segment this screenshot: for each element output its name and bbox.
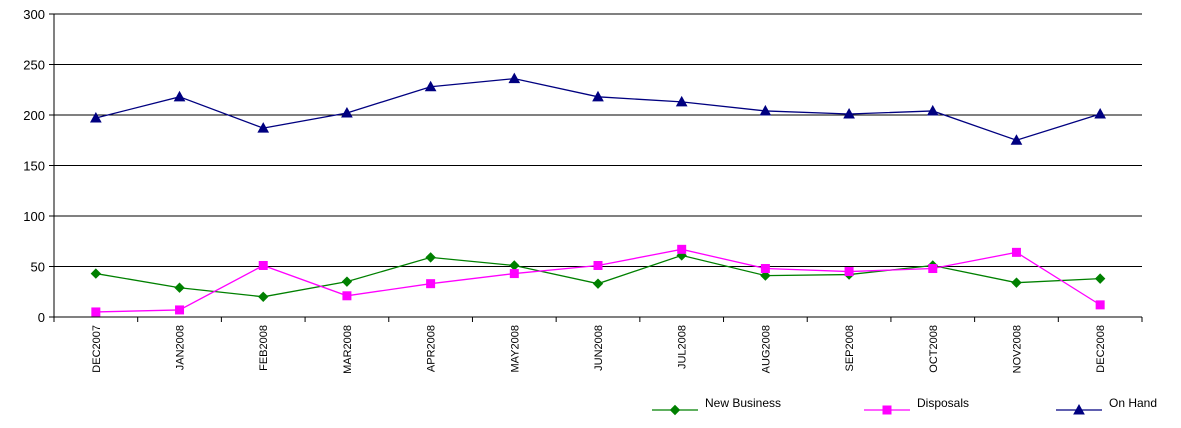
data-point-new-business	[174, 282, 185, 293]
data-point-disposals	[760, 264, 770, 274]
x-tick-label: JAN2008	[175, 325, 187, 370]
legend-marker-new-business	[669, 404, 681, 416]
data-point-new-business	[760, 270, 771, 281]
data-point-disposals	[844, 267, 854, 277]
x-tick-label: JUN2008	[593, 325, 605, 371]
x-tick-label: APR2008	[426, 325, 438, 372]
legend-label-new-business: New Business	[705, 396, 781, 410]
data-point-disposals	[426, 279, 436, 289]
data-point-on-hand	[424, 80, 437, 92]
data-point-disposals	[91, 307, 101, 317]
data-point-new-business	[258, 291, 269, 303]
series	[89, 72, 1107, 317]
legend-item-disposals: Disposals	[864, 396, 969, 415]
data-point-new-business	[509, 260, 520, 271]
data-point-disposals	[928, 264, 938, 274]
y-tick-labels: 0 50 100 150 200 250 300	[23, 7, 45, 325]
legend-label-on-hand: On Hand	[1109, 396, 1157, 410]
data-point-on-hand	[1010, 134, 1023, 145]
data-point-disposals	[509, 269, 519, 279]
x-tick-label: MAR2008	[342, 325, 354, 374]
data-point-new-business	[1011, 277, 1022, 288]
y-tick-label: 200	[23, 108, 45, 123]
data-point-new-business	[425, 252, 436, 263]
data-point-on-hand	[675, 95, 688, 107]
legend-marker-on-hand	[1073, 403, 1085, 415]
data-point-disposals	[1095, 300, 1105, 310]
gridlines	[54, 13, 1142, 267]
x-tick-label: AUG2008	[760, 325, 772, 373]
data-point-disposals	[593, 260, 603, 270]
y-tick-label: 150	[23, 159, 45, 174]
x-tick-label: DEC2008	[1095, 325, 1107, 373]
series-line-on-hand	[95, 77, 1101, 141]
data-point-on-hand	[89, 112, 102, 123]
series-on-hand	[89, 72, 1107, 145]
data-point-disposals	[342, 291, 352, 301]
data-point-new-business	[592, 278, 604, 289]
data-point-new-business	[90, 268, 102, 279]
data-point-on-hand	[508, 72, 521, 84]
data-point-on-hand	[1094, 107, 1107, 119]
y-tick-label: 50	[31, 260, 45, 275]
data-point-disposals	[175, 305, 185, 315]
y-tick-label: 300	[23, 7, 45, 22]
x-tick-labels: DEC2007 JAN2008 FEB2008 MAR2008 APR2008 MAY20…	[91, 325, 1107, 374]
data-point-disposals	[258, 260, 268, 270]
y-tick-label: 100	[23, 209, 45, 224]
data-point-new-business	[341, 276, 353, 287]
data-point-on-hand	[341, 106, 353, 118]
x-tick-label: OCT2008	[928, 325, 940, 373]
axes	[49, 13, 1143, 322]
legend-item-new-business: New Business	[652, 396, 781, 416]
legend: New Business Disposals On Hand	[652, 396, 1157, 416]
y-tick-label: 0	[38, 310, 45, 325]
x-tick-label: FEB2008	[258, 325, 270, 371]
x-tick-label: SEP2008	[844, 325, 856, 371]
series-disposals	[91, 244, 1105, 317]
x-tick-label: JUL2008	[677, 325, 689, 369]
data-point-new-business	[1094, 273, 1106, 284]
legend-label-disposals: Disposals	[917, 396, 969, 410]
legend-marker-disposals	[882, 405, 892, 415]
data-point-on-hand	[926, 104, 939, 116]
data-point-on-hand	[759, 104, 772, 116]
data-point-on-hand	[257, 122, 270, 133]
legend-item-on-hand: On Hand	[1056, 396, 1157, 415]
data-point-on-hand	[592, 90, 604, 102]
data-point-on-hand	[843, 107, 855, 119]
x-tick-label: MAY2008	[509, 325, 521, 373]
x-tick-label: NOV2008	[1011, 325, 1023, 373]
y-tick-label: 250	[23, 58, 45, 73]
data-point-on-hand	[173, 90, 186, 102]
data-point-disposals	[1011, 247, 1021, 257]
data-point-disposals	[677, 244, 687, 254]
x-tick-label: DEC2007	[91, 325, 103, 373]
